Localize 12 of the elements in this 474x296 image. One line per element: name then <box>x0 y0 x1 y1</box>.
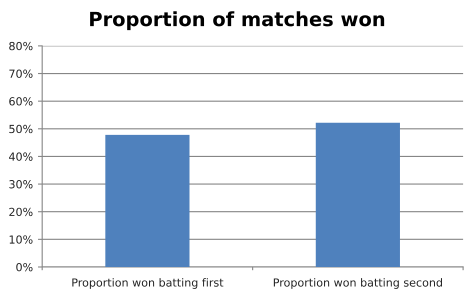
x-tick-label: Proportion won batting second <box>274 278 442 289</box>
chart-title: Proportion of matches won <box>90 11 384 30</box>
y-tick-label: 30% <box>9 180 33 188</box>
y-tick-label: 10% <box>10 235 33 244</box>
y-tick-label: 20% <box>9 208 33 216</box>
y-tick-label: 0% <box>16 262 33 272</box>
y-tick-label: 60% <box>9 97 33 106</box>
y-tick-label: 80% <box>9 42 33 50</box>
y-tick-label: 70% <box>9 69 33 78</box>
y-tick-label: 50% <box>9 124 33 134</box>
x-tick-label: Proportion won batting first <box>72 278 224 289</box>
y-tick-label: 40% <box>9 152 33 161</box>
